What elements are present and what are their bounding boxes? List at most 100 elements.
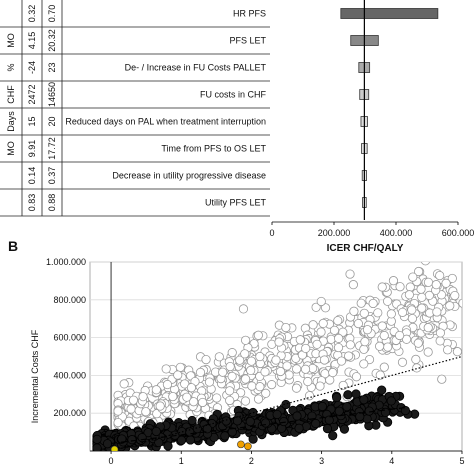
scatter-point-open bbox=[356, 298, 366, 308]
row-low-input: 9.91 bbox=[27, 140, 37, 158]
scatter-point-open bbox=[318, 318, 328, 328]
scatter-point-open bbox=[375, 370, 385, 380]
scatter-point-open bbox=[311, 302, 321, 312]
scatter-point-open bbox=[397, 307, 408, 317]
scatter-point-open bbox=[240, 349, 250, 359]
scatter-point-open bbox=[359, 308, 369, 318]
scatter-point-open bbox=[212, 393, 222, 403]
row-low-input: 15 bbox=[27, 116, 37, 126]
scatter-point-open bbox=[338, 380, 348, 391]
scatter-point-open bbox=[214, 352, 224, 362]
highlight-point bbox=[237, 440, 245, 449]
scatter-point-filled bbox=[187, 415, 197, 426]
scatter-point-open bbox=[267, 380, 277, 390]
scatter-point-filled bbox=[281, 399, 291, 410]
scatter-point-filled bbox=[343, 390, 353, 400]
scatter-point-open bbox=[126, 404, 136, 414]
scatter-point-open bbox=[161, 364, 171, 374]
scatter-point-open bbox=[379, 330, 389, 341]
scatter-point-filled bbox=[332, 393, 342, 403]
x-tick-label: 600.000 bbox=[442, 228, 474, 238]
scatter-point-open bbox=[445, 301, 455, 311]
scatter-point-open bbox=[246, 365, 256, 375]
scatter-point-open bbox=[225, 386, 235, 396]
scatter-point-filled bbox=[359, 395, 369, 405]
x-tick-label: 200.000 bbox=[318, 228, 351, 238]
scatter-point-open bbox=[423, 323, 433, 333]
scatter-point-filled bbox=[102, 439, 113, 449]
scatter-point-open bbox=[186, 383, 197, 393]
scatter-point-open bbox=[463, 323, 471, 331]
scatter-point-open bbox=[113, 406, 123, 416]
scatter-point-filled bbox=[377, 385, 387, 395]
tornado-chart: 0.32 0.70 HR PFS MO 4.15 20.32 PFS LET% -24 23 De… bbox=[0, 0, 474, 254]
scatter-point-open bbox=[416, 284, 426, 294]
scatter-point-open bbox=[240, 335, 251, 345]
scatter-point-open bbox=[329, 325, 340, 335]
scatter-point-open bbox=[151, 385, 161, 395]
scatter-point-open bbox=[351, 372, 362, 382]
scatter-point-open bbox=[240, 374, 251, 384]
scatter-point-open bbox=[225, 361, 235, 372]
scatter-point-open bbox=[316, 327, 326, 337]
scatter-point-open bbox=[413, 338, 423, 348]
scatter-point-open bbox=[382, 296, 393, 306]
scatter-chart: 200.000 400.000 600.000 800.000 1.000.000 0 1 2… bbox=[30, 244, 471, 466]
y-tick-label: 400.000 bbox=[53, 370, 86, 380]
scatter-point-open bbox=[301, 343, 311, 354]
row-unit: Days bbox=[6, 111, 16, 132]
scatter-point-filled bbox=[294, 423, 304, 433]
scatter-point-open bbox=[408, 244, 416, 252]
scatter-point-open bbox=[333, 316, 343, 326]
scatter-point-open bbox=[195, 367, 206, 377]
scatter-point-open bbox=[435, 336, 445, 346]
scatter-point-filled bbox=[163, 441, 173, 451]
scatter-point-filled bbox=[386, 396, 396, 406]
scatter-point-filled bbox=[292, 411, 302, 421]
scatter-point-open bbox=[360, 337, 370, 347]
scatter-point-open bbox=[173, 370, 183, 380]
x-tick-label: 4 bbox=[389, 456, 394, 466]
scatter-points bbox=[92, 244, 471, 451]
row-low-input: 0.14 bbox=[27, 167, 37, 185]
scatter-point-filled bbox=[351, 389, 361, 399]
scatter-point-open bbox=[141, 407, 151, 417]
scatter-point-filled bbox=[221, 416, 231, 426]
row-unit: CHF bbox=[6, 85, 16, 104]
scatter-point-open bbox=[238, 304, 249, 314]
y-tick-label: 1.000.000 bbox=[46, 257, 86, 267]
highlight-point bbox=[244, 442, 252, 451]
scatter-point-filled bbox=[227, 427, 237, 437]
scatter-point-open bbox=[345, 269, 355, 279]
scatter-point-filled bbox=[176, 435, 187, 445]
scatter-point-open bbox=[377, 282, 387, 292]
scatter-point-open bbox=[155, 401, 165, 411]
scatter-point-filled bbox=[202, 424, 212, 434]
row-unit: MO bbox=[6, 141, 16, 156]
row-label: FU costs in CHF bbox=[200, 90, 267, 100]
scatter-point-open bbox=[198, 397, 208, 408]
scatter-point-filled bbox=[245, 416, 255, 427]
scatter-point-open bbox=[119, 379, 129, 389]
scatter-point-open bbox=[308, 320, 318, 330]
scatter-point-open bbox=[260, 367, 270, 377]
x-tick-label: 2 bbox=[249, 456, 254, 466]
row-low-input: -24 bbox=[27, 61, 37, 74]
scatter-point-filled bbox=[279, 416, 289, 427]
x-tick-label: 1 bbox=[179, 456, 184, 466]
scatter-point-open bbox=[395, 282, 405, 292]
scatter-point-filled bbox=[92, 434, 102, 444]
row-high-input: 20.32 bbox=[47, 29, 57, 52]
row-label: Time from PFS to OS LET bbox=[161, 144, 266, 154]
scatter-point-open bbox=[388, 276, 399, 286]
scatter-point-open bbox=[326, 334, 336, 344]
scatter-point-filled bbox=[117, 434, 127, 444]
scatter-point-open bbox=[431, 280, 441, 290]
scatter-point-open bbox=[304, 391, 315, 401]
scatter-point-filled bbox=[339, 424, 350, 434]
scatter-point-open bbox=[271, 355, 281, 365]
scatter-point-open bbox=[291, 383, 302, 393]
scatter-point-open bbox=[281, 322, 291, 333]
scatter-point-filled bbox=[127, 435, 137, 445]
row-label: De- / Increase in FU Costs PALLET bbox=[125, 63, 267, 73]
